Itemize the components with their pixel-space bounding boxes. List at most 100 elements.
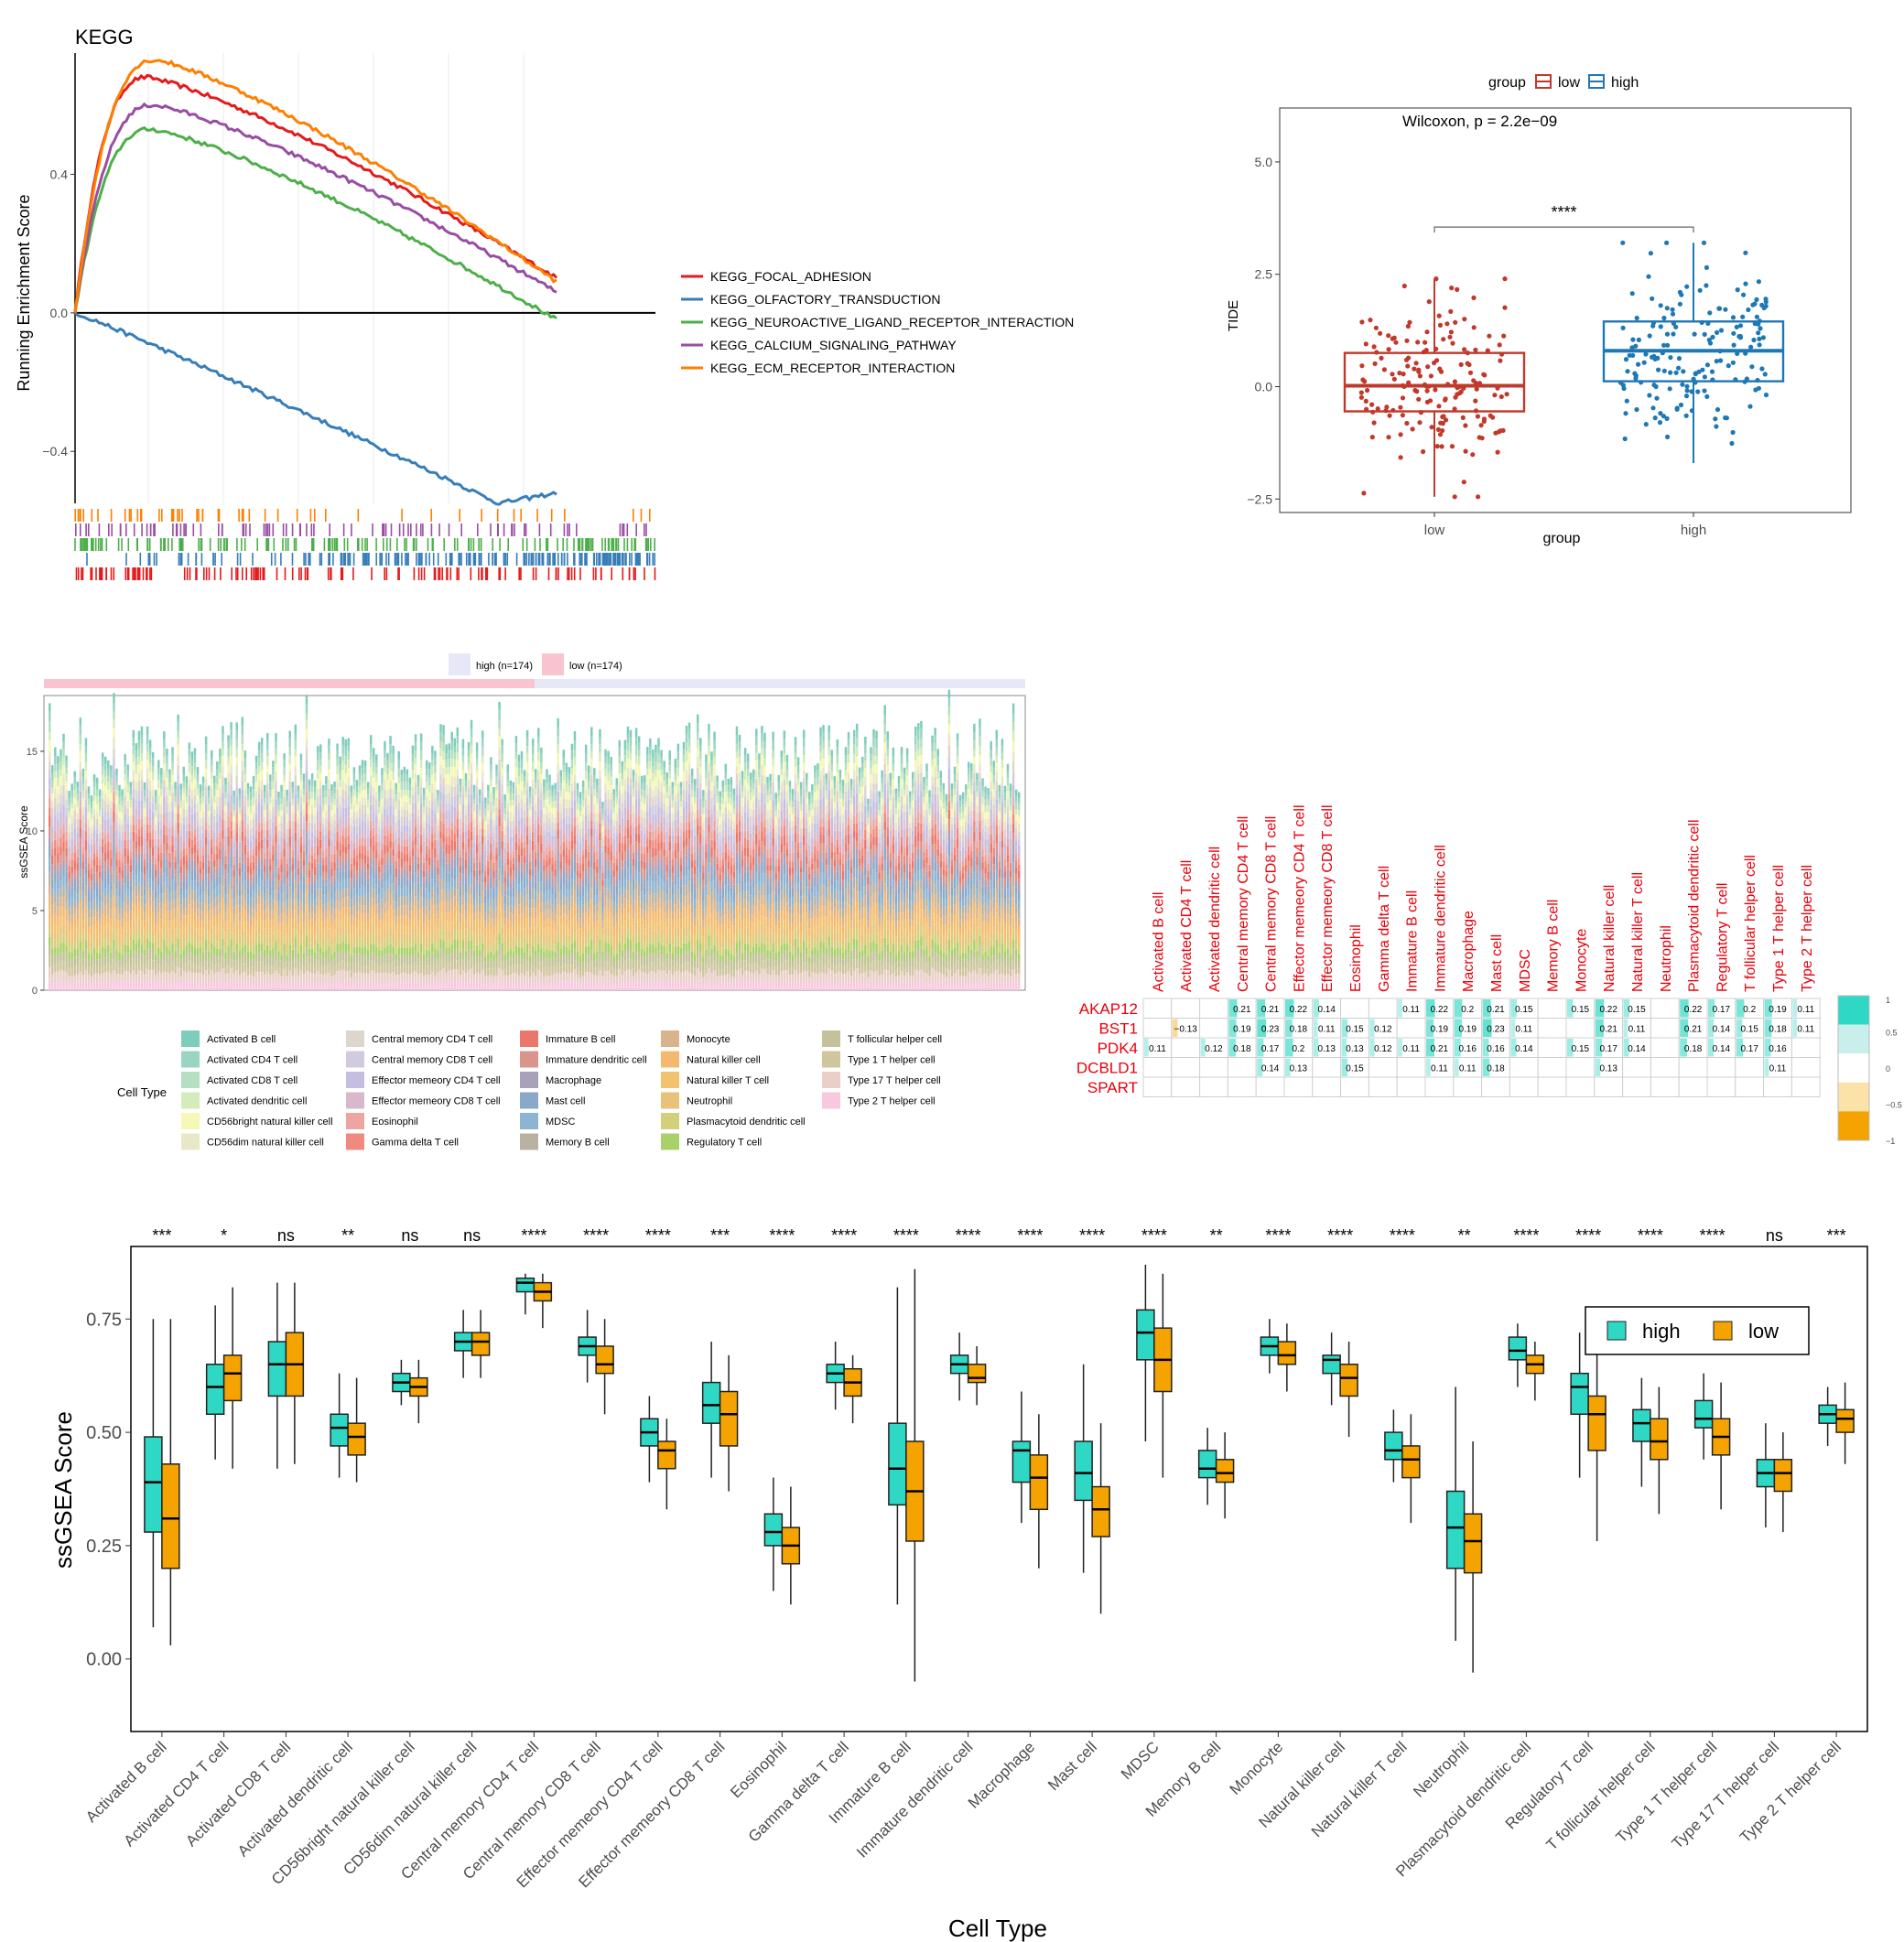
- stack-segment: [254, 856, 258, 865]
- stack-segment: [330, 939, 333, 947]
- stack-segment: [163, 825, 166, 836]
- stack-segment: [322, 804, 325, 812]
- stack-segment: [115, 919, 118, 930]
- stack-segment: [411, 937, 415, 947]
- stack-segment: [333, 854, 336, 863]
- stack-segment: [166, 842, 168, 850]
- stack-segment: [249, 889, 253, 898]
- tide-point-high: [1683, 394, 1690, 399]
- stack-segment: [280, 804, 283, 811]
- stack-segment: [168, 943, 171, 950]
- stack-segment: [325, 783, 328, 791]
- tide-point-low: [1369, 435, 1375, 440]
- stack-segment: [347, 759, 351, 769]
- stack-segment: [389, 884, 392, 895]
- stack-segment: [224, 856, 227, 864]
- stack-segment: [246, 872, 250, 879]
- stack-segment: [126, 777, 129, 785]
- stack-segment: [341, 933, 344, 942]
- stack-segment: [135, 964, 138, 975]
- stack-segment: [395, 932, 397, 940]
- stack-segment: [230, 722, 233, 729]
- stack-segment: [168, 837, 171, 846]
- stack-segment: [366, 974, 370, 984]
- stack-segment: [101, 752, 104, 760]
- stack-segment: [249, 944, 253, 952]
- stack-segment: [381, 872, 384, 879]
- stack-segment: [336, 934, 339, 944]
- stack-segment: [328, 920, 330, 929]
- stack-segment: [366, 814, 370, 821]
- stack-segment: [81, 854, 85, 862]
- stack-segment: [355, 825, 359, 835]
- stack-segment: [222, 979, 224, 990]
- stack-segment: [431, 766, 434, 775]
- stack-segment: [60, 828, 62, 838]
- stack-segment: [308, 822, 311, 831]
- tide-point-high: [1751, 337, 1757, 343]
- stack-segment: [107, 866, 110, 875]
- stack-segment: [392, 762, 395, 771]
- stack-segment: [207, 854, 211, 861]
- stack-segment: [358, 838, 362, 847]
- stack-segment: [73, 869, 76, 877]
- stack-segment: [389, 796, 392, 805]
- stack-segment: [49, 936, 51, 946]
- stack-segment: [92, 866, 96, 873]
- stack-segment: [249, 925, 253, 934]
- stack-segment: [347, 879, 351, 888]
- stack-segment: [230, 948, 233, 960]
- stack-segment: [98, 838, 102, 847]
- stack-segment: [68, 982, 70, 990]
- stack-segment: [355, 812, 359, 819]
- stack-segment: [168, 911, 171, 922]
- stack-segment: [87, 835, 91, 844]
- stack-segment: [397, 760, 400, 769]
- stack-segment: [272, 926, 275, 934]
- stack-segment: [397, 792, 400, 800]
- stack-segment: [269, 810, 272, 819]
- stack-segment: [339, 873, 341, 883]
- stack-segment: [51, 864, 54, 871]
- stack-segment: [336, 743, 339, 750]
- stack-segment: [275, 867, 277, 879]
- stack-segment: [87, 901, 91, 910]
- group-strip-low: [44, 679, 535, 688]
- stack-segment: [439, 820, 442, 832]
- stack-segment: [87, 927, 91, 935]
- stack-segment: [73, 860, 76, 869]
- stack-segment: [79, 734, 82, 745]
- stack-segment: [406, 802, 409, 811]
- stack-segment: [411, 822, 415, 832]
- stack-segment: [76, 841, 80, 850]
- stack-segment: [190, 944, 194, 954]
- tide-x-tick-label: high: [1681, 523, 1706, 538]
- stack-segment: [146, 870, 149, 883]
- stack-segment: [190, 919, 194, 927]
- stack-segment: [163, 763, 166, 771]
- stack-segment: [238, 834, 242, 842]
- stack-segment: [121, 819, 124, 825]
- stack-segment: [294, 879, 298, 890]
- stack-segment: [392, 833, 395, 842]
- stack-segment: [431, 801, 434, 810]
- stack-segment: [95, 945, 99, 953]
- stack-segment: [151, 766, 155, 772]
- stack-segment: [132, 753, 135, 762]
- stack-segment: [260, 936, 264, 944]
- stack-segment: [361, 837, 364, 846]
- stack-segment: [230, 912, 233, 922]
- tide-point-low: [1401, 283, 1407, 289]
- stack-segment: [110, 834, 113, 843]
- stack-segment: [70, 914, 73, 924]
- stack-segment: [408, 813, 412, 821]
- tide-point-low: [1448, 329, 1454, 335]
- stack-segment: [87, 941, 91, 947]
- stack-segment: [411, 813, 415, 823]
- stack-segment: [92, 837, 96, 845]
- tide-point-high: [1695, 389, 1701, 394]
- stack-segment: [174, 789, 177, 797]
- stack-segment: [330, 907, 333, 916]
- stack-segment: [308, 847, 311, 855]
- stack-segment: [369, 847, 373, 858]
